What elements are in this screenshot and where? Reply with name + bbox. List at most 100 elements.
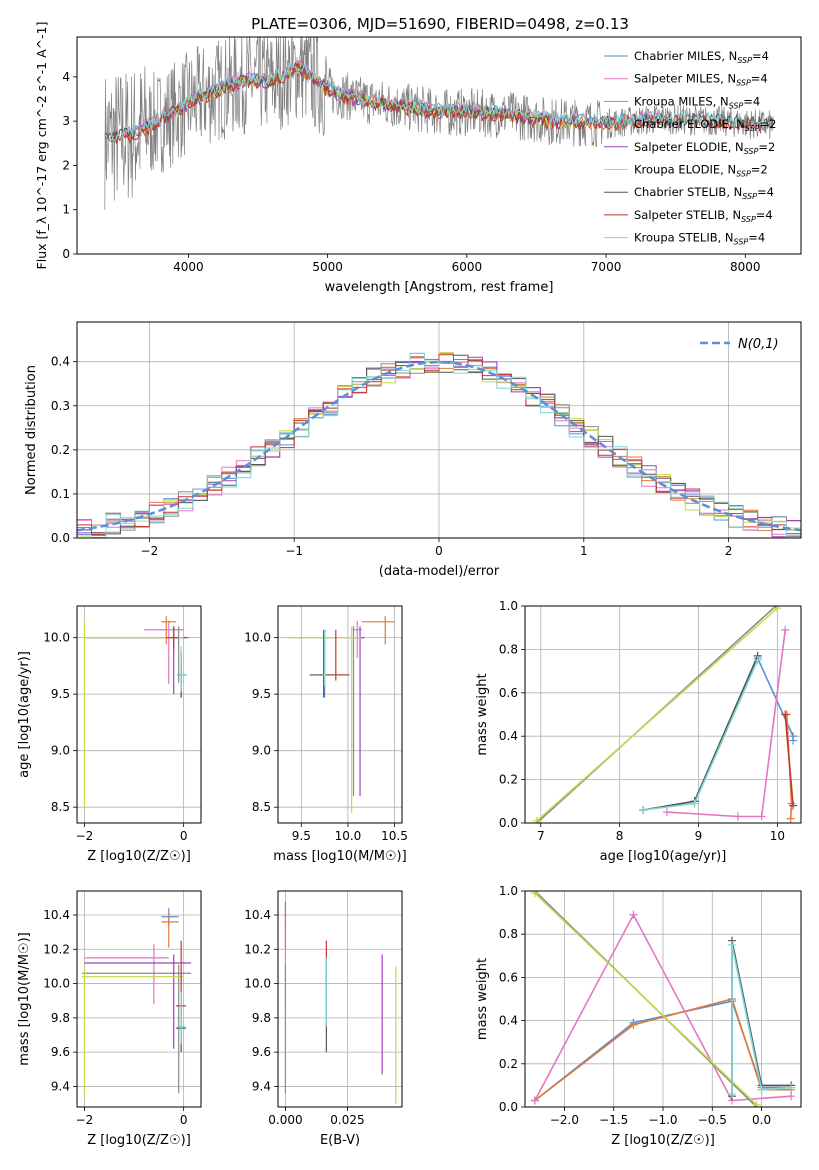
legend-sub: SSP xyxy=(744,147,759,156)
y-tick-label: 9.4 xyxy=(51,1079,70,1093)
x-tick-label: 6000 xyxy=(452,260,483,274)
axes-frame xyxy=(277,605,403,824)
legend-n-symbol: , N xyxy=(720,72,736,86)
model-spectrum-line xyxy=(104,62,774,145)
y-tick-label: 10.0 xyxy=(244,977,271,991)
series-point xyxy=(532,816,541,823)
x-axis-label: (data-model)/error xyxy=(379,564,500,579)
y-tick-label: 1 xyxy=(62,203,70,217)
y-tick-label: 2 xyxy=(62,158,70,172)
x-tick-label: −2 xyxy=(76,1113,94,1127)
y-tick-label: 0.4 xyxy=(499,729,518,743)
plot-content xyxy=(81,616,189,808)
axes-frame xyxy=(76,890,202,1108)
x-tick-label: −1 xyxy=(285,544,303,558)
y-tick-label: 0.3 xyxy=(51,399,70,413)
series-point xyxy=(773,606,782,613)
legend-label: Chabrier MILES, NSSP=4 xyxy=(634,49,769,65)
legend-label: Salpeter STELIB, NSSP=4 xyxy=(634,208,773,224)
series-point xyxy=(752,1100,761,1107)
histogram-step-line xyxy=(77,354,801,535)
y-axis-label: Flux [f_λ 10^-17 erg cm^-2 s^-1 A^-1] xyxy=(34,22,49,270)
y-tick-label: 0.1 xyxy=(51,487,70,501)
axes-frame xyxy=(277,890,403,1108)
legend-n: =4 xyxy=(748,231,765,245)
plot-content xyxy=(284,901,397,1104)
x-tick-label: 7 xyxy=(537,829,545,843)
y-tick-label: 0.2 xyxy=(499,773,518,787)
x-tick-label: 0.0 xyxy=(752,1113,771,1127)
histogram-step-line xyxy=(77,352,801,538)
y-tick-label: 4 xyxy=(62,70,70,84)
x-tick-label: 10 xyxy=(770,829,785,843)
legend-name: Kroupa MILES xyxy=(634,94,713,108)
x-axis-label: age [log10(age/yr)] xyxy=(600,849,727,864)
legend-n-symbol: , N xyxy=(726,185,742,199)
series-point xyxy=(733,812,742,821)
legend-n: =2 xyxy=(751,163,768,177)
figure-title: PLATE=0306, MJD=51690, FIBERID=0498, z=0… xyxy=(251,15,629,33)
y-tick-label: 0.6 xyxy=(499,686,518,700)
series-line xyxy=(643,655,759,811)
legend-sub: SSP xyxy=(736,79,751,88)
legend-name: Chabrier STELIB xyxy=(634,185,726,199)
series-point xyxy=(728,1090,736,1099)
y-tick-label: 0.0 xyxy=(499,1100,518,1114)
plot-content xyxy=(81,908,192,1097)
series-point xyxy=(786,814,795,823)
series-line xyxy=(534,913,792,1102)
model-spectrum-line xyxy=(104,63,774,144)
series-line xyxy=(731,944,792,1094)
y-tick-label: 9.5 xyxy=(51,687,70,701)
panel-mass_vs_EBV: 0.000 0.025 9.4 9.6 9.8 10.0 10.2 10.4 E(B-V) xyxy=(244,890,403,1148)
legend-name: Chabrier MILES xyxy=(634,49,721,63)
plot-content xyxy=(532,606,798,823)
y-tick-label: 9.8 xyxy=(252,1011,271,1025)
series-line xyxy=(536,607,778,822)
x-tick-label: −0.5 xyxy=(698,1113,727,1127)
panel-massweight_vs_Z: −2.0 −1.5 −1.0 −0.5 0.0 0.0 0.2 0.4 0.6 0.8 1.0 Z [… xyxy=(475,884,802,1148)
x-tick-label: 8000 xyxy=(730,260,761,274)
y-tick-label: 0.4 xyxy=(51,355,70,369)
legend-label: Kroupa MILES, NSSP=4 xyxy=(634,94,760,110)
y-tick-label: 10.0 xyxy=(43,977,70,991)
y-tick-label: 9.0 xyxy=(51,744,70,758)
x-axis-label: E(B-V) xyxy=(320,1133,360,1148)
y-tick-label: 0 xyxy=(62,247,70,261)
y-tick-label: 1.0 xyxy=(499,884,518,898)
legend-n: =4 xyxy=(757,185,774,199)
y-tick-label: 9.0 xyxy=(252,744,271,758)
plot-content xyxy=(530,891,796,1107)
x-tick-label: 9.5 xyxy=(292,829,311,843)
legend-n: =4 xyxy=(752,49,769,63)
x-axis-label: wavelength [Angstrom, rest frame] xyxy=(325,280,554,295)
legend-n-symbol: , N xyxy=(721,49,737,63)
y-tick-label: 9.8 xyxy=(51,1011,70,1025)
axes-frame xyxy=(76,321,802,539)
x-tick-label: 0 xyxy=(180,829,188,843)
axes-frame xyxy=(76,605,202,824)
x-tick-label: −2.0 xyxy=(550,1113,579,1127)
x-tick-label: 0 xyxy=(435,544,443,558)
x-axis-label: Z [log10(Z/Z☉)] xyxy=(611,1133,715,1148)
x-tick-label: 0.025 xyxy=(330,1113,364,1127)
legend-label: Chabrier STELIB, NSSP=4 xyxy=(634,185,774,201)
x-tick-label: 10.5 xyxy=(381,829,408,843)
series-point xyxy=(757,1085,766,1094)
x-tick-label: 8 xyxy=(616,829,624,843)
series-line xyxy=(666,629,786,818)
gaussian-curve xyxy=(77,360,801,532)
legend-sub: SSP xyxy=(741,215,756,224)
y-tick-label: 10.2 xyxy=(244,942,271,956)
y-tick-label: 9.6 xyxy=(51,1045,70,1059)
series-point xyxy=(639,805,648,814)
panel-age_vs_mass: 9.5 10.0 10.5 8.5 9.0 9.5 10.0 mass [log10(M/M☉… xyxy=(244,605,408,864)
legend-n-symbol: , N xyxy=(728,140,744,154)
series-point xyxy=(781,625,790,634)
axes-frame xyxy=(524,890,802,1108)
series-point xyxy=(530,1096,539,1105)
x-tick-label: 4000 xyxy=(173,260,204,274)
series-point xyxy=(787,1083,796,1092)
x-tick-label: 1 xyxy=(580,544,588,558)
